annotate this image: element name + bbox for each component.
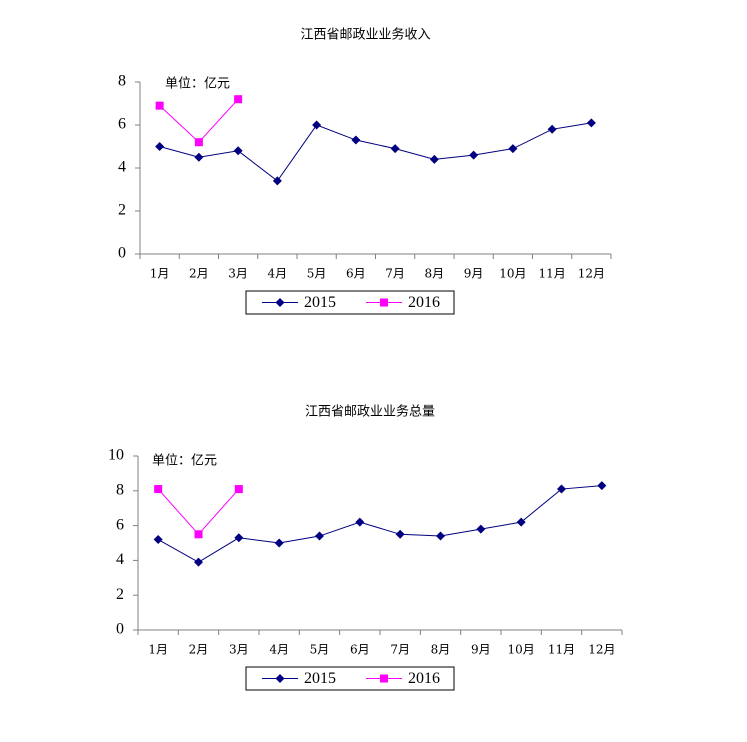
x-tick-label: 2月 [189, 267, 209, 281]
marker [312, 120, 322, 130]
legend-box [245, 666, 455, 691]
marker [469, 150, 479, 160]
marker [395, 529, 405, 539]
legend-marker [275, 298, 285, 307]
marker [233, 146, 243, 156]
marker [272, 176, 282, 186]
y-tick-label: 10 [108, 447, 124, 464]
y-tick-label: 8 [118, 73, 126, 90]
legend-marker [380, 298, 388, 307]
marker [557, 484, 566, 494]
x-tick-label: 4月 [268, 267, 288, 281]
chart-title: 江西省邮政业业务收入 [300, 27, 430, 43]
x-tick-label: 7月 [390, 643, 410, 657]
legend-marker [275, 674, 285, 683]
marker [154, 485, 163, 494]
series-line [159, 98, 239, 143]
legend-label: 2015 [304, 670, 336, 687]
x-tick-label: 1月 [150, 267, 170, 281]
marker [194, 530, 203, 539]
marker [153, 535, 163, 545]
annotation: 单位：亿元 [152, 454, 217, 469]
marker [274, 538, 284, 548]
marker [155, 101, 164, 110]
y-tick-label: 0 [116, 621, 124, 638]
y-tick-label: 2 [116, 586, 124, 603]
legend-box [245, 290, 455, 315]
y-tick-label: 4 [116, 551, 124, 568]
marker [194, 138, 203, 147]
series-line [157, 485, 602, 563]
marker [516, 517, 526, 527]
x-tick-label: 12月 [578, 267, 605, 281]
x-tick-label: 9月 [471, 643, 491, 657]
y-tick-label: 6 [118, 116, 126, 133]
marker [155, 142, 165, 151]
marker [390, 144, 400, 154]
series-line [157, 488, 240, 536]
y-tick-label: 0 [118, 245, 126, 262]
x-tick-label: 4月 [269, 643, 289, 657]
x-tick-label: 2月 [189, 643, 209, 657]
marker [429, 154, 439, 164]
x-tick-label: 10月 [499, 267, 526, 281]
x-tick-label: 11月 [538, 267, 565, 281]
x-tick-label: 5月 [307, 267, 327, 281]
marker [355, 517, 365, 527]
y-tick-label: 2 [118, 202, 126, 219]
marker [436, 531, 445, 541]
series-line [159, 122, 592, 182]
marker [547, 124, 557, 134]
x-tick-label: 12月 [588, 643, 615, 657]
marker [586, 118, 596, 128]
x-tick-label: 8月 [431, 643, 451, 657]
marker [194, 152, 204, 162]
chart-title: 江西省邮政业业务总量 [305, 404, 435, 420]
x-tick-label: 10月 [508, 643, 535, 657]
marker [476, 524, 486, 534]
marker [508, 144, 518, 154]
legend-label: 2016 [408, 294, 440, 311]
annotation: 单位：亿元 [165, 77, 230, 92]
x-tick-label: 11月 [548, 643, 575, 657]
x-tick-label: 9月 [464, 267, 484, 281]
y-tick-label: 8 [116, 481, 124, 498]
legend-marker [380, 674, 388, 683]
x-tick-label: 8月 [425, 267, 445, 281]
marker [351, 135, 361, 145]
marker [234, 485, 243, 494]
marker [194, 557, 203, 567]
y-tick-label: 4 [118, 159, 126, 176]
y-tick-label: 6 [116, 516, 124, 533]
x-tick-label: 6月 [346, 267, 366, 281]
marker [234, 533, 244, 543]
legend-label: 2015 [304, 294, 336, 311]
x-tick-label: 5月 [310, 643, 330, 657]
x-tick-label: 6月 [350, 643, 370, 657]
x-tick-label: 7月 [385, 267, 405, 281]
x-tick-label: 3月 [228, 267, 248, 281]
marker [234, 95, 243, 104]
x-tick-label: 3月 [229, 643, 249, 657]
marker [597, 481, 607, 491]
marker [315, 531, 324, 541]
legend-label: 2016 [408, 670, 440, 687]
x-tick-label: 1月 [148, 643, 168, 657]
